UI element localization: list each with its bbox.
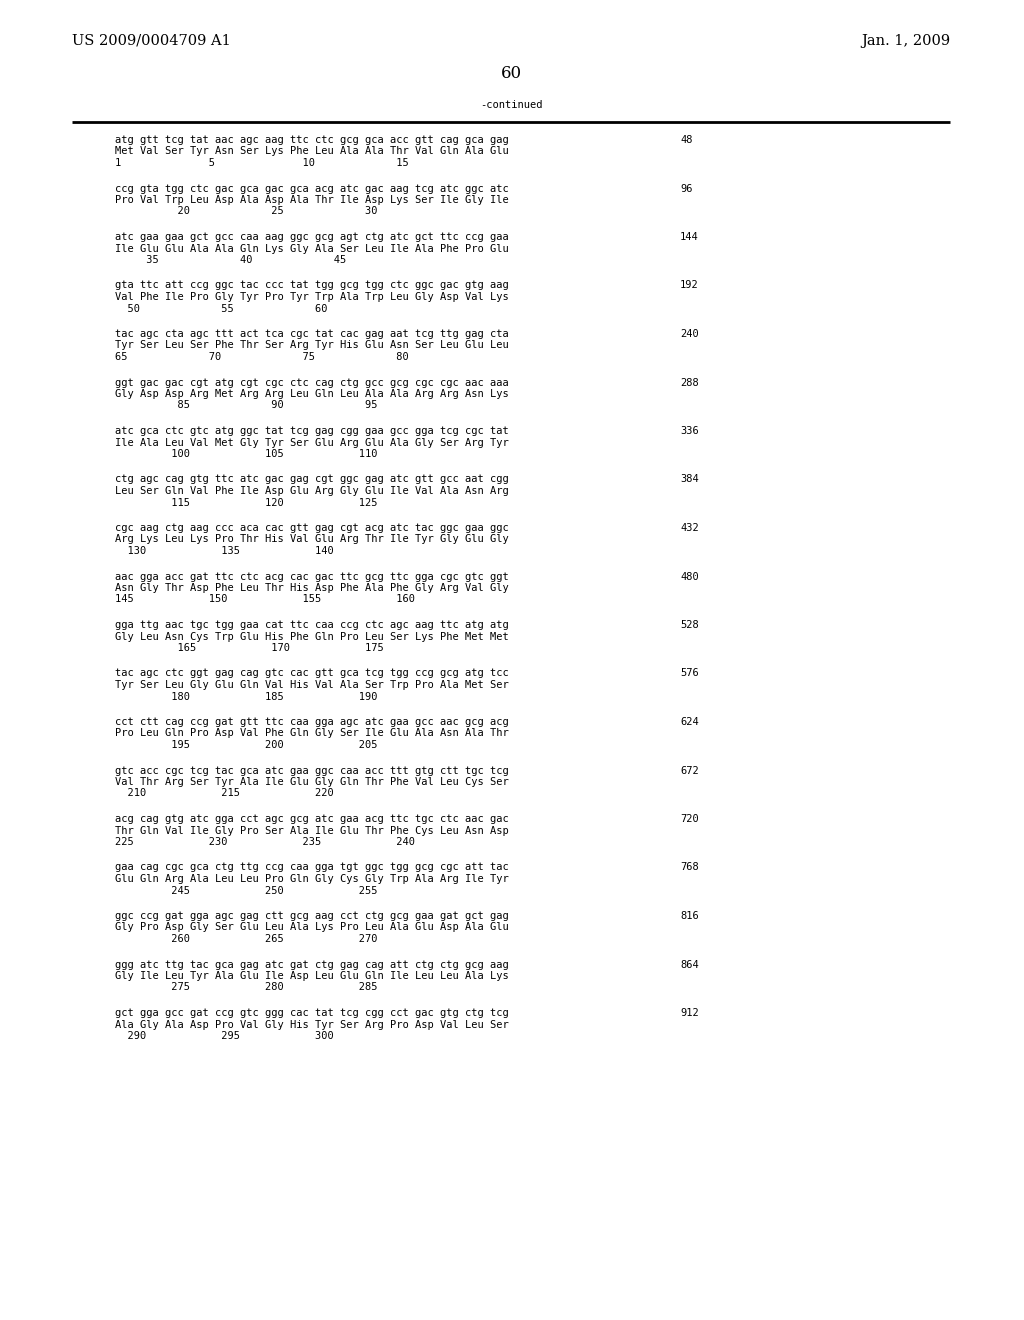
Text: 65             70             75             80: 65 70 75 80: [115, 352, 409, 362]
Text: gct gga gcc gat ccg gtc ggg cac tat tcg cgg cct gac gtg ctg tcg: gct gga gcc gat ccg gtc ggg cac tat tcg …: [115, 1008, 509, 1018]
Text: Gly Leu Asn Cys Trp Glu His Phe Gln Pro Leu Ser Lys Phe Met Met: Gly Leu Asn Cys Trp Glu His Phe Gln Pro …: [115, 631, 509, 642]
Text: tac agc ctc ggt gag cag gtc cac gtt gca tcg tgg ccg gcg atg tcc: tac agc ctc ggt gag cag gtc cac gtt gca …: [115, 668, 509, 678]
Text: atg gtt tcg tat aac agc aag ttc ctc gcg gca acc gtt cag gca gag: atg gtt tcg tat aac agc aag ttc ctc gcg …: [115, 135, 509, 145]
Text: 180            185            190: 180 185 190: [115, 692, 378, 701]
Text: Glu Gln Arg Ala Leu Leu Pro Gln Gly Cys Gly Trp Ala Arg Ile Tyr: Glu Gln Arg Ala Leu Leu Pro Gln Gly Cys …: [115, 874, 509, 884]
Text: atc gca ctc gtc atg ggc tat tcg gag cgg gaa gcc gga tcg cgc tat: atc gca ctc gtc atg ggc tat tcg gag cgg …: [115, 426, 509, 436]
Text: ccg gta tgg ctc gac gca gac gca acg atc gac aag tcg atc ggc atc: ccg gta tgg ctc gac gca gac gca acg atc …: [115, 183, 509, 194]
Text: gta ttc att ccg ggc tac ccc tat tgg gcg tgg ctc ggc gac gtg aag: gta ttc att ccg ggc tac ccc tat tgg gcg …: [115, 281, 509, 290]
Text: Ile Ala Leu Val Met Gly Tyr Ser Glu Arg Glu Ala Gly Ser Arg Tyr: Ile Ala Leu Val Met Gly Tyr Ser Glu Arg …: [115, 437, 509, 447]
Text: 672: 672: [680, 766, 698, 776]
Text: 864: 864: [680, 960, 698, 969]
Text: 145            150            155            160: 145 150 155 160: [115, 594, 415, 605]
Text: -continued: -continued: [480, 100, 543, 110]
Text: atc gaa gaa gct gcc caa aag ggc gcg agt ctg atc gct ttc ccg gaa: atc gaa gaa gct gcc caa aag ggc gcg agt …: [115, 232, 509, 242]
Text: Pro Leu Gln Pro Asp Val Phe Gln Gly Ser Ile Glu Ala Asn Ala Thr: Pro Leu Gln Pro Asp Val Phe Gln Gly Ser …: [115, 729, 509, 738]
Text: gtc acc cgc tcg tac gca atc gaa ggc caa acc ttt gtg ctt tgc tcg: gtc acc cgc tcg tac gca atc gaa ggc caa …: [115, 766, 509, 776]
Text: Thr Gln Val Ile Gly Pro Ser Ala Ile Glu Thr Phe Cys Leu Asn Asp: Thr Gln Val Ile Gly Pro Ser Ala Ile Glu …: [115, 825, 509, 836]
Text: gaa cag cgc gca ctg ttg ccg caa gga tgt ggc tgg gcg cgc att tac: gaa cag cgc gca ctg ttg ccg caa gga tgt …: [115, 862, 509, 873]
Text: 100            105            110: 100 105 110: [115, 449, 378, 459]
Text: 260            265            270: 260 265 270: [115, 935, 378, 944]
Text: Met Val Ser Tyr Asn Ser Lys Phe Leu Ala Ala Thr Val Gln Ala Glu: Met Val Ser Tyr Asn Ser Lys Phe Leu Ala …: [115, 147, 509, 157]
Text: ggt gac gac cgt atg cgt cgc ctc cag ctg gcc gcg cgc cgc aac aaa: ggt gac gac cgt atg cgt cgc ctc cag ctg …: [115, 378, 509, 388]
Text: 60: 60: [501, 65, 521, 82]
Text: 35             40             45: 35 40 45: [115, 255, 346, 265]
Text: 288: 288: [680, 378, 698, 388]
Text: Tyr Ser Leu Ser Phe Thr Ser Arg Tyr His Glu Asn Ser Leu Glu Leu: Tyr Ser Leu Ser Phe Thr Ser Arg Tyr His …: [115, 341, 509, 351]
Text: 480: 480: [680, 572, 698, 582]
Text: Val Phe Ile Pro Gly Tyr Pro Tyr Trp Ala Trp Leu Gly Asp Val Lys: Val Phe Ile Pro Gly Tyr Pro Tyr Trp Ala …: [115, 292, 509, 302]
Text: 290            295            300: 290 295 300: [115, 1031, 334, 1041]
Text: 720: 720: [680, 814, 698, 824]
Text: Tyr Ser Leu Gly Glu Gln Val His Val Ala Ser Trp Pro Ala Met Ser: Tyr Ser Leu Gly Glu Gln Val His Val Ala …: [115, 680, 509, 690]
Text: 816: 816: [680, 911, 698, 921]
Text: 240: 240: [680, 329, 698, 339]
Text: 20             25             30: 20 25 30: [115, 206, 378, 216]
Text: 225            230            235            240: 225 230 235 240: [115, 837, 415, 847]
Text: gga ttg aac tgc tgg gaa cat ttc caa ccg ctc agc aag ttc atg atg: gga ttg aac tgc tgg gaa cat ttc caa ccg …: [115, 620, 509, 630]
Text: ctg agc cag gtg ttc atc gac gag cgt ggc gag atc gtt gcc aat cgg: ctg agc cag gtg ttc atc gac gag cgt ggc …: [115, 474, 509, 484]
Text: ggg atc ttg tac gca gag atc gat ctg gag cag att ctg ctg gcg aag: ggg atc ttg tac gca gag atc gat ctg gag …: [115, 960, 509, 969]
Text: 576: 576: [680, 668, 698, 678]
Text: ggc ccg gat gga agc gag ctt gcg aag cct ctg gcg gaa gat gct gag: ggc ccg gat gga agc gag ctt gcg aag cct …: [115, 911, 509, 921]
Text: 768: 768: [680, 862, 698, 873]
Text: 528: 528: [680, 620, 698, 630]
Text: 245            250            255: 245 250 255: [115, 886, 378, 895]
Text: Gly Asp Asp Arg Met Arg Arg Leu Gln Leu Ala Ala Arg Arg Asn Lys: Gly Asp Asp Arg Met Arg Arg Leu Gln Leu …: [115, 389, 509, 399]
Text: cgc aag ctg aag ccc aca cac gtt gag cgt acg atc tac ggc gaa ggc: cgc aag ctg aag ccc aca cac gtt gag cgt …: [115, 523, 509, 533]
Text: 384: 384: [680, 474, 698, 484]
Text: 432: 432: [680, 523, 698, 533]
Text: Jan. 1, 2009: Jan. 1, 2009: [861, 34, 950, 48]
Text: 195            200            205: 195 200 205: [115, 741, 378, 750]
Text: 192: 192: [680, 281, 698, 290]
Text: Ile Glu Glu Ala Ala Gln Lys Gly Ala Ser Leu Ile Ala Phe Pro Glu: Ile Glu Glu Ala Ala Gln Lys Gly Ala Ser …: [115, 243, 509, 253]
Text: 50             55             60: 50 55 60: [115, 304, 328, 314]
Text: Val Thr Arg Ser Tyr Ala Ile Glu Gly Gln Thr Phe Val Leu Cys Ser: Val Thr Arg Ser Tyr Ala Ile Glu Gly Gln …: [115, 777, 509, 787]
Text: Ala Gly Ala Asp Pro Val Gly His Tyr Ser Arg Pro Asp Val Leu Ser: Ala Gly Ala Asp Pro Val Gly His Tyr Ser …: [115, 1019, 509, 1030]
Text: Gly Ile Leu Tyr Ala Glu Ile Asp Leu Glu Gln Ile Leu Leu Ala Lys: Gly Ile Leu Tyr Ala Glu Ile Asp Leu Glu …: [115, 972, 509, 981]
Text: 336: 336: [680, 426, 698, 436]
Text: 165            170            175: 165 170 175: [115, 643, 384, 653]
Text: 130            135            140: 130 135 140: [115, 546, 334, 556]
Text: Asn Gly Thr Asp Phe Leu Thr His Asp Phe Ala Phe Gly Arg Val Gly: Asn Gly Thr Asp Phe Leu Thr His Asp Phe …: [115, 583, 509, 593]
Text: 275            280            285: 275 280 285: [115, 982, 378, 993]
Text: 912: 912: [680, 1008, 698, 1018]
Text: cct ctt cag ccg gat gtt ttc caa gga agc atc gaa gcc aac gcg acg: cct ctt cag ccg gat gtt ttc caa gga agc …: [115, 717, 509, 727]
Text: acg cag gtg atc gga cct agc gcg atc gaa acg ttc tgc ctc aac gac: acg cag gtg atc gga cct agc gcg atc gaa …: [115, 814, 509, 824]
Text: Arg Lys Leu Lys Pro Thr His Val Glu Arg Thr Ile Tyr Gly Glu Gly: Arg Lys Leu Lys Pro Thr His Val Glu Arg …: [115, 535, 509, 544]
Text: 144: 144: [680, 232, 698, 242]
Text: 624: 624: [680, 717, 698, 727]
Text: Leu Ser Gln Val Phe Ile Asp Glu Arg Gly Glu Ile Val Ala Asn Arg: Leu Ser Gln Val Phe Ile Asp Glu Arg Gly …: [115, 486, 509, 496]
Text: 210            215            220: 210 215 220: [115, 788, 334, 799]
Text: US 2009/0004709 A1: US 2009/0004709 A1: [72, 34, 230, 48]
Text: 1              5              10             15: 1 5 10 15: [115, 158, 409, 168]
Text: 96: 96: [680, 183, 692, 194]
Text: aac gga acc gat ttc ctc acg cac gac ttc gcg ttc gga cgc gtc ggt: aac gga acc gat ttc ctc acg cac gac ttc …: [115, 572, 509, 582]
Text: 85             90             95: 85 90 95: [115, 400, 378, 411]
Text: tac agc cta agc ttt act tca cgc tat cac gag aat tcg ttg gag cta: tac agc cta agc ttt act tca cgc tat cac …: [115, 329, 509, 339]
Text: 48: 48: [680, 135, 692, 145]
Text: Gly Pro Asp Gly Ser Glu Leu Ala Lys Pro Leu Ala Glu Asp Ala Glu: Gly Pro Asp Gly Ser Glu Leu Ala Lys Pro …: [115, 923, 509, 932]
Text: 115            120            125: 115 120 125: [115, 498, 378, 507]
Text: Pro Val Trp Leu Asp Ala Asp Ala Thr Ile Asp Lys Ser Ile Gly Ile: Pro Val Trp Leu Asp Ala Asp Ala Thr Ile …: [115, 195, 509, 205]
